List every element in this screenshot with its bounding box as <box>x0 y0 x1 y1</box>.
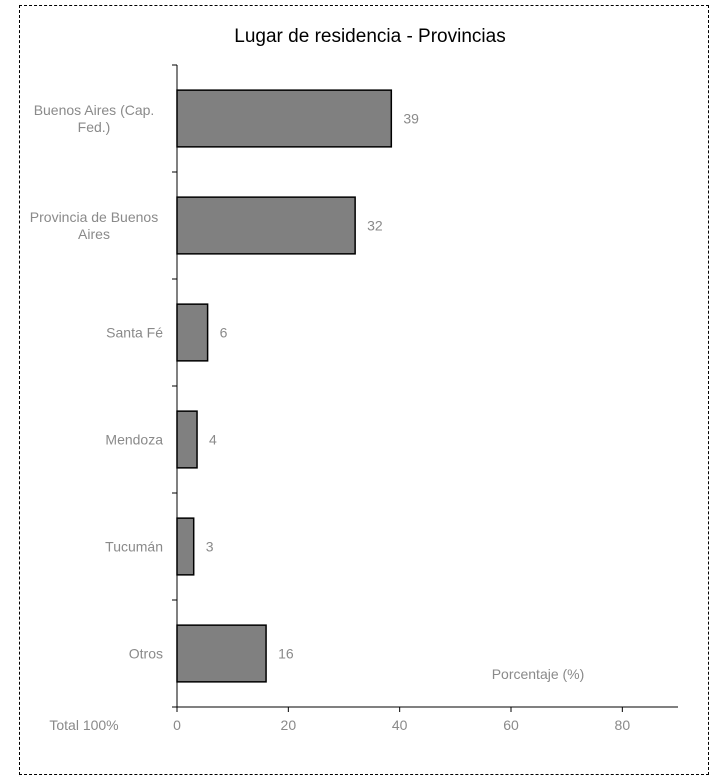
x-tick-label: 0 <box>173 717 181 733</box>
bar-chart: Lugar de residencia - Provincias 0 20 40 60… <box>30 26 678 733</box>
category-label: Tucumán <box>105 539 163 555</box>
category-label: Otros <box>129 646 163 662</box>
data-label: 4 <box>209 432 217 448</box>
x-tick-label: 60 <box>503 717 519 733</box>
data-label: 16 <box>278 646 294 662</box>
bar <box>176 89 393 148</box>
chart-bars <box>176 89 393 683</box>
total-label: Total 100% <box>49 717 118 733</box>
data-label: 6 <box>220 325 228 341</box>
chart-labels: 0 20 40 60 80 39 Buenos Aires (Cap.Fed.) 32 Prov… <box>30 102 631 733</box>
x-tick-label: 40 <box>392 717 408 733</box>
data-label: 32 <box>367 218 383 234</box>
x-axis-label: Porcentaje (%) <box>492 666 585 682</box>
x-tick-label: 20 <box>281 717 297 733</box>
bar <box>176 303 209 362</box>
bar <box>176 624 267 683</box>
x-tick-label: 80 <box>615 717 631 733</box>
bar <box>176 517 195 576</box>
data-label: 39 <box>403 111 419 127</box>
category-label: Aires <box>78 226 110 242</box>
chart-title: Lugar de residencia - Provincias <box>234 26 505 47</box>
bar <box>176 410 198 469</box>
category-label: Buenos Aires (Cap. <box>34 102 155 118</box>
bar <box>176 196 356 255</box>
category-label: Santa Fé <box>106 325 163 341</box>
category-label: Provincia de Buenos <box>30 209 158 225</box>
chart-axes <box>172 64 678 712</box>
category-label: Fed.) <box>78 119 111 135</box>
data-label: 3 <box>206 539 214 555</box>
category-label: Mendoza <box>105 432 163 448</box>
